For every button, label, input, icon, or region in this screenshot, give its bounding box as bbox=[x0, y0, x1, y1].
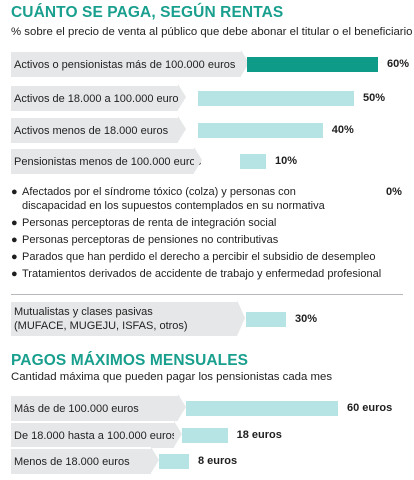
rentas-item-3-row: Pensionistas menos de 100.000 euros bbox=[11, 147, 201, 174]
rentas-item-0-label: Activos o pensionistas más de 100.000 eu… bbox=[14, 58, 236, 71]
rentas-item-4-pointer bbox=[237, 300, 245, 336]
rentas-item-3-bar bbox=[240, 154, 266, 169]
rentas-item-1-value: 50% bbox=[363, 92, 386, 104]
pagos-item-0-bar bbox=[186, 401, 338, 416]
bullet-text: Personas perceptoras de renta de integra… bbox=[22, 217, 277, 229]
rentas-item-4-label-line: (MUFACE, MUGEJU, ISFAS, otros) bbox=[14, 320, 188, 332]
rentas-item-4-label-line: Mutualistas y clases pasivas bbox=[14, 306, 153, 318]
pagos-item-0-pointer bbox=[178, 394, 186, 420]
bullet-dot-icon: ● bbox=[11, 217, 18, 229]
rentas-item-1-row: Activos de 18.000 a 100.000 euros bbox=[11, 84, 184, 111]
pagos-item-2-bar bbox=[159, 454, 189, 469]
bullet-dot-icon: ● bbox=[11, 251, 18, 263]
rentas-item-3-pointer bbox=[194, 147, 202, 173]
bullet-text: Tratamientos derivados de accidente de t… bbox=[22, 268, 382, 280]
rentas-item-1-pointer bbox=[178, 84, 186, 110]
rentas-item-2-row: Activos menos de 18.000 euros bbox=[11, 116, 178, 143]
chart-title-pagos: PAGOS MÁXIMOS MENSUALES bbox=[11, 352, 249, 369]
rentas-item-1-label: Activos de 18.000 a 100.000 euros bbox=[14, 92, 185, 105]
bullet-dot-icon: ● bbox=[11, 234, 18, 246]
bullet-text: Parados que han perdido el derecho a per… bbox=[22, 251, 376, 263]
pagos-item-0-label: Más de de 100.000 euros bbox=[14, 402, 139, 415]
pagos-item-0-value: 60 euros bbox=[347, 402, 393, 414]
rentas-item-1-bar bbox=[198, 91, 354, 106]
chart-subtitle-rentas: % sobre el precio de venta al público qu… bbox=[11, 26, 413, 38]
bullet-dot-icon: ● bbox=[11, 186, 18, 198]
rentas-item-2-label: Activos menos de 18.000 euros bbox=[14, 124, 169, 137]
bullet-text: Personas perceptoras de pensiones no con… bbox=[22, 234, 279, 246]
pagos-item-0-row: Más de de 100.000 euros bbox=[11, 394, 178, 421]
pagos-item-2-value: 8 euros bbox=[198, 455, 238, 467]
rentas-item-2-pointer bbox=[178, 116, 186, 142]
rentas-item-2-value: 40% bbox=[331, 124, 354, 136]
bullet-list: ● Afectados por el síndrome tóxico (colza… bbox=[11, 185, 381, 281]
rentas-item-4-value: 30% bbox=[295, 312, 318, 325]
pagos-item-1-row: De 18.000 hasta a 100.000 euros bbox=[11, 421, 178, 448]
rentas-item-0-pointer bbox=[241, 50, 249, 76]
bullet-text: Afectados por el síndrome tóxico (colza)… bbox=[22, 186, 296, 198]
rentas-item-0-value: 60% bbox=[387, 58, 410, 70]
rentas-item-3-value: 10% bbox=[275, 155, 298, 167]
pagos-item-2-pointer bbox=[151, 447, 159, 473]
rentas-item-0-bar bbox=[247, 57, 378, 72]
bullet-item: ● Tratamientos derivados de accidente de … bbox=[11, 267, 381, 281]
pagos-item-1-pointer bbox=[174, 421, 182, 447]
pagos-item-1-bar bbox=[182, 428, 228, 443]
separator-line bbox=[11, 294, 403, 295]
pagos-item-2-row: Menos de 18.000 euros bbox=[11, 447, 151, 474]
bullet-item: ● Parados que han perdido el derecho a pe… bbox=[11, 250, 381, 264]
pagos-item-2-label: Menos de 18.000 euros bbox=[14, 455, 130, 468]
bullet-group-value: 0% bbox=[386, 186, 402, 198]
bullet-text: discapacidad en los supuestos contemplad… bbox=[22, 200, 325, 212]
pagos-item-1-value: 18 euros bbox=[236, 429, 282, 441]
chart-title-rentas: CUÁNTO SE PAGA, SEGÚN RENTAS bbox=[11, 4, 284, 21]
rentas-item-4-label: Mutualistas y clases pasivas (MUFACE, MUG… bbox=[14, 305, 188, 333]
rentas-item-0-row: Activos o pensionistas más de 100.000 eu… bbox=[11, 50, 241, 77]
rentas-item-4-bar bbox=[246, 311, 286, 327]
bullet-item-continuation: discapacidad en los supuestos contemplad… bbox=[11, 199, 381, 213]
bullet-item: ● Personas perceptoras de renta de integr… bbox=[11, 216, 381, 230]
rentas-item-2-bar bbox=[198, 123, 323, 138]
bullet-item: ● Personas perceptoras de pensiones no co… bbox=[11, 233, 381, 247]
bullet-item: ● Afectados por el síndrome tóxico (colza… bbox=[11, 185, 381, 199]
chart-subtitle-pagos: Cantidad máxima que pueden pagar los pen… bbox=[11, 371, 333, 383]
bullet-dot-icon: ● bbox=[11, 268, 18, 280]
rentas-item-3-label: Pensionistas menos de 100.000 euros bbox=[14, 155, 202, 168]
rentas-item-4-row: Mutualistas y clases pasivas (MUFACE, MUG… bbox=[11, 300, 237, 336]
pagos-item-1-label: De 18.000 hasta a 100.000 euros bbox=[14, 429, 178, 442]
